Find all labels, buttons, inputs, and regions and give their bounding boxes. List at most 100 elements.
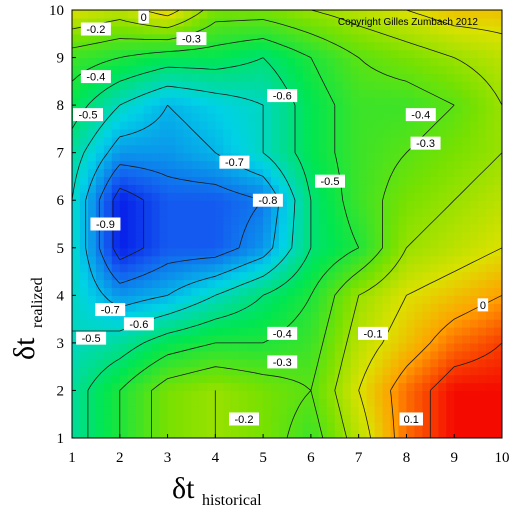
heatmap-cell [486,366,495,376]
heatmap-cell [478,263,487,273]
heatmap-cell [247,73,256,82]
heatmap-cell [167,311,177,320]
heatmap-cell [390,374,400,384]
heatmap-cell [350,231,360,241]
heatmap-cell [87,295,97,304]
heatmap-cell [470,255,479,265]
heatmap-cell [390,17,400,27]
heatmap-cell [151,231,161,241]
heatmap-cell [318,390,328,399]
heatmap-cell [79,287,89,296]
heatmap-cell [438,168,447,178]
heatmap-cell [406,263,415,273]
heatmap-cell [438,255,447,265]
heatmap-cell [79,10,89,19]
heatmap-cell [302,89,312,98]
heatmap-cell [151,398,161,407]
heatmap-cell [175,390,185,399]
heatmap-cell [470,97,479,106]
heatmap-cell [358,231,368,241]
heatmap-cell [334,73,344,82]
heatmap-cell [462,65,471,75]
heatmap-cell [478,128,487,138]
heatmap-cell [358,41,368,51]
heatmap-cell [119,414,129,423]
heatmap-cell [310,192,320,201]
heatmap-cell [350,49,360,59]
heatmap-cell [95,33,105,43]
heatmap-cell [294,113,304,122]
heatmap-cell [175,200,185,209]
heatmap-cell [191,97,200,106]
heatmap-cell [215,17,224,27]
heatmap-cell [127,105,137,114]
heatmap-cell [478,422,487,431]
heatmap-cell [398,382,408,392]
heatmap-cell [326,73,336,82]
heatmap-cell [454,430,463,438]
heatmap-cell [167,406,177,415]
heatmap-cell [430,33,439,43]
heatmap-cell [350,271,360,281]
heatmap-cell [159,17,169,27]
heatmap-cell [79,184,89,193]
heatmap-cell [223,350,232,360]
heatmap-cell [87,208,97,217]
heatmap-cell [470,184,479,193]
x-tick-label: 5 [259,450,267,466]
heatmap-cell [478,192,487,201]
heatmap-cell [382,128,392,138]
heatmap-cell [406,160,415,170]
heatmap-cell [390,342,400,352]
heatmap-cell [215,350,224,360]
heatmap-cell [167,81,177,90]
heatmap-cell [326,430,336,438]
heatmap-cell [478,224,487,233]
heatmap-cell [183,192,193,201]
heatmap-cell [342,152,352,162]
heatmap-cell [294,422,304,431]
heatmap-cell [279,49,288,59]
heatmap-cell [462,144,471,154]
heatmap-cell [95,422,105,431]
heatmap-cell [302,208,312,217]
heatmap-cell [151,120,161,130]
heatmap-cell [95,406,105,415]
heatmap-cell [326,224,336,233]
heatmap-cell [294,176,304,185]
heatmap-cell [358,224,368,233]
heatmap-cell [310,263,320,273]
heatmap-cell [350,17,360,27]
heatmap-cell [103,231,113,241]
heatmap-cell [326,89,336,98]
heatmap-cell [247,406,256,415]
heatmap-cell [358,10,368,19]
heatmap-cell [494,422,502,431]
heatmap-cell [79,311,89,320]
heatmap-cell [430,350,439,360]
heatmap-cell [422,41,431,51]
heatmap-cell [151,334,161,344]
heatmap-cell [390,208,400,217]
heatmap-cell [454,89,463,98]
heatmap-cell [430,152,439,162]
heatmap-cell [159,136,169,146]
heatmap-cell [191,231,200,241]
heatmap-cell [271,287,280,296]
heatmap-cell [462,17,471,27]
heatmap-cell [462,113,471,122]
heatmap-cell [462,271,471,281]
heatmap-cell [183,105,193,114]
heatmap-cell [350,192,360,201]
heatmap-cell [318,144,328,154]
heatmap-cell [247,17,256,27]
heatmap-cell [135,49,145,59]
heatmap-cell [462,311,471,320]
heatmap-cell [231,136,240,146]
heatmap-cell [103,319,113,328]
heatmap-cell [366,239,376,249]
heatmap-cell [103,200,113,209]
heatmap-cell [470,208,479,217]
heatmap-cell [358,279,368,289]
heatmap-cell [191,422,200,431]
